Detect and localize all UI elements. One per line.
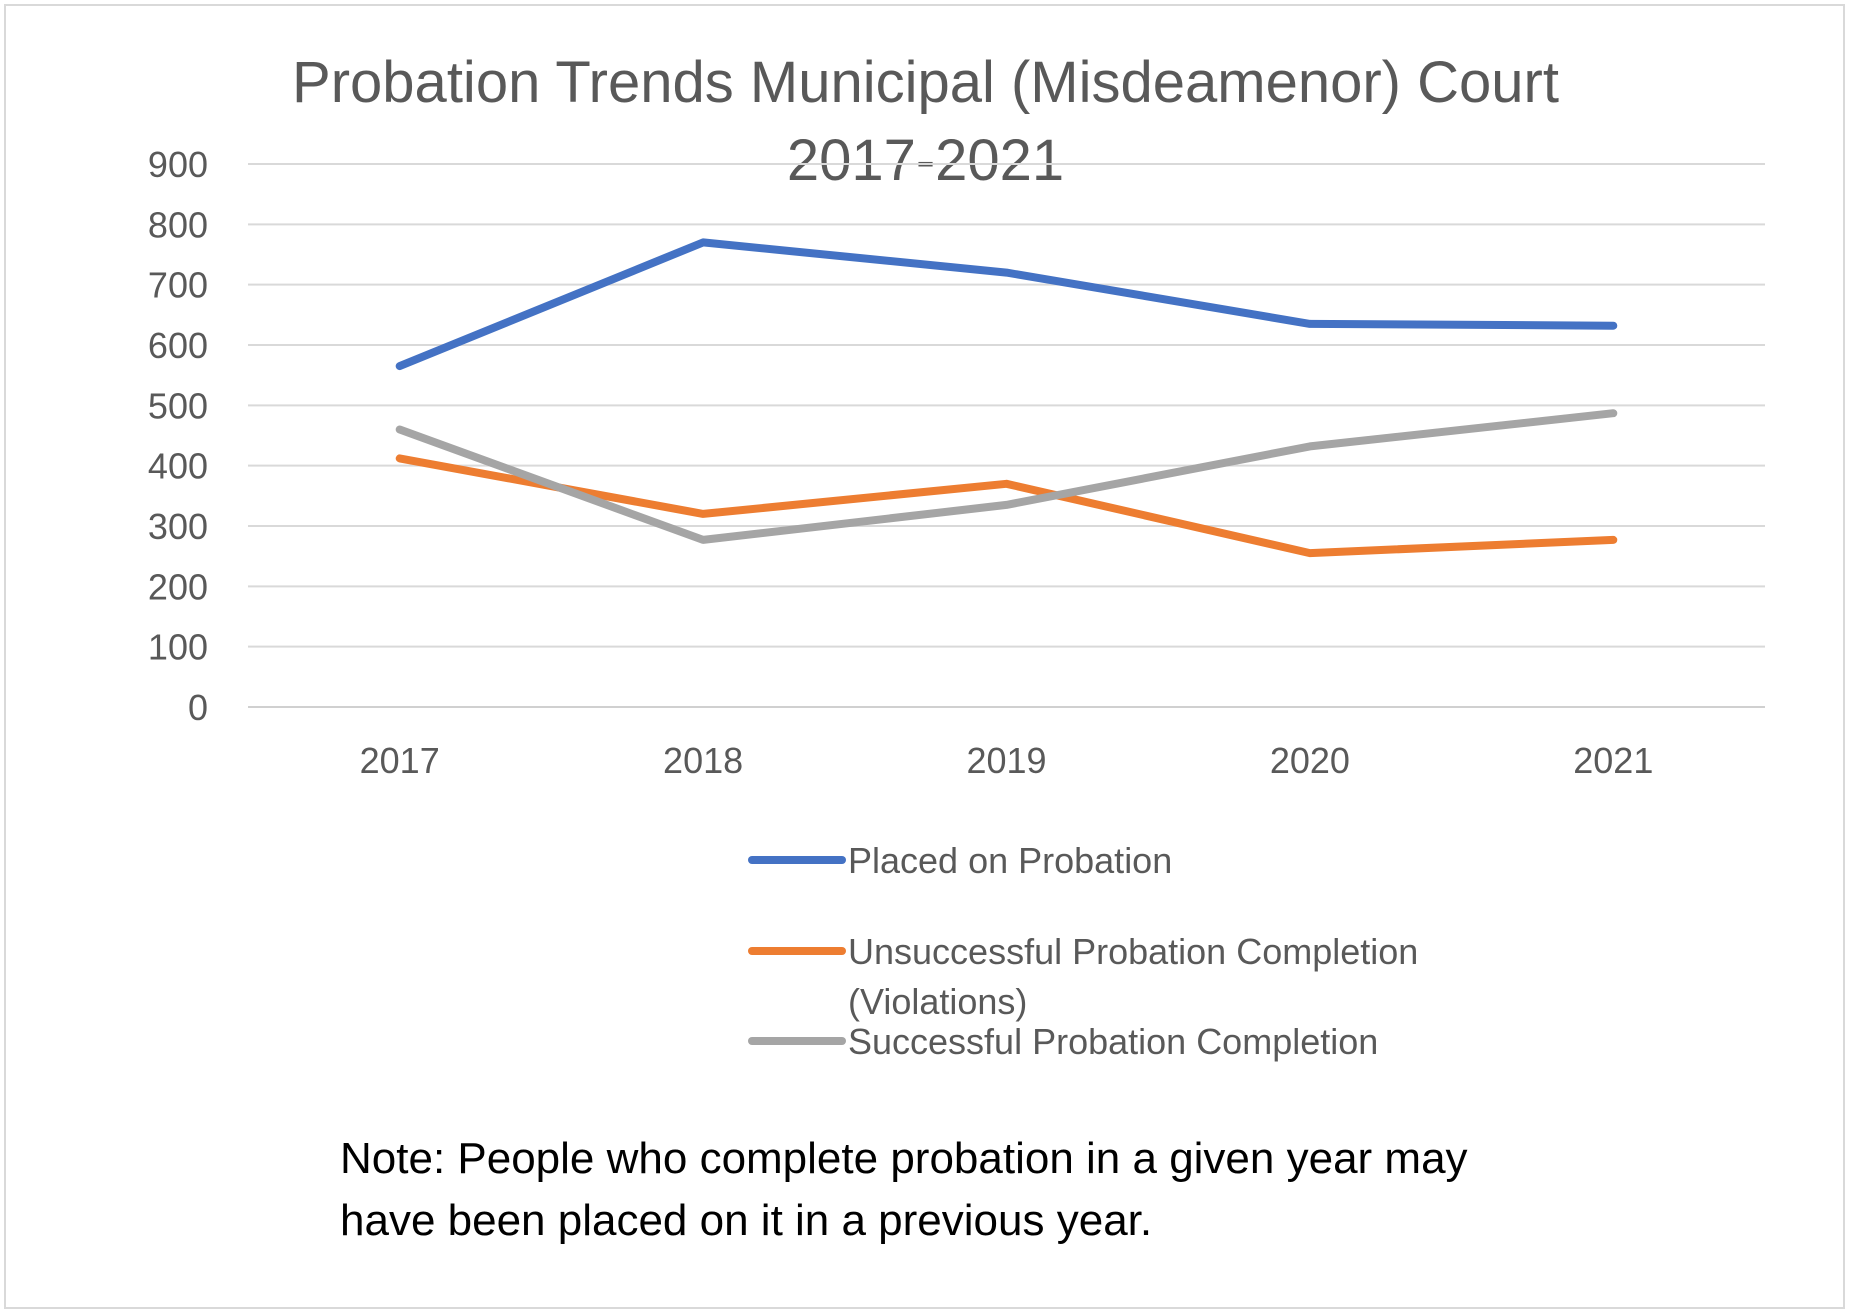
note-line-2: have been placed on it in a previous yea… <box>340 1196 1153 1245</box>
legend-label-2-line-2: (Violations) <box>848 981 1027 1022</box>
x-tick-label-2021: 2021 <box>1573 740 1653 781</box>
y-tick-label-200: 200 <box>148 566 208 607</box>
y-tick-label-100: 100 <box>148 627 208 668</box>
series-line-3 <box>395 409 1618 544</box>
legend-label-2-line-1: Unsuccessful Probation Completion <box>848 931 1418 972</box>
chart-frame <box>4 4 1845 1309</box>
y-tick-label-600: 600 <box>148 325 208 366</box>
note-line-1: Note: People who complete probation in a… <box>340 1134 1468 1183</box>
x-tick-label-2017: 2017 <box>360 740 440 781</box>
series-line-1 <box>395 238 1618 371</box>
y-tick-label-800: 800 <box>148 204 208 245</box>
series-line-2 <box>395 454 1618 558</box>
legend-label-1: Placed on Probation <box>848 840 1172 881</box>
y-tick-label-0: 0 <box>188 687 208 728</box>
x-tick-label-2020: 2020 <box>1270 740 1350 781</box>
y-tick-label-300: 300 <box>148 506 208 547</box>
legend-label-3: Successful Probation Completion <box>848 1021 1378 1062</box>
chart-title-line-1: Probation Trends Municipal (Misdeamenor)… <box>292 50 1559 115</box>
y-tick-label-700: 700 <box>148 265 208 306</box>
chart-title-line-2: 2017-2021 <box>786 128 1065 193</box>
y-tick-label-500: 500 <box>148 385 208 426</box>
x-tick-label-2019: 2019 <box>966 740 1046 781</box>
chart-note: Note: People who complete probation in a… <box>340 1128 1640 1252</box>
y-tick-label-400: 400 <box>148 446 208 487</box>
y-tick-label-900: 900 <box>148 144 208 185</box>
x-tick-label-2018: 2018 <box>663 740 743 781</box>
chart-title: Probation Trends Municipal (Misdeamenor)… <box>0 44 1851 200</box>
